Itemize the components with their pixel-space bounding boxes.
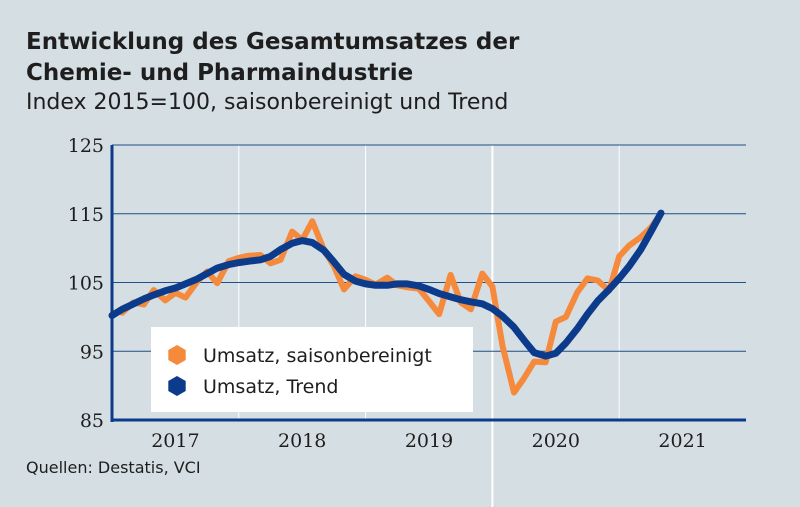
legend-box	[151, 327, 473, 412]
x-tick-label: 2017	[151, 430, 199, 452]
chart-title: Entwicklung des Gesamtumsatzes der Chemi…	[26, 27, 519, 89]
legend: Umsatz, saisonbereinigt Umsatz, Trend	[151, 327, 473, 412]
y-tick-label: 95	[80, 341, 104, 363]
y-tick-label: 115	[68, 204, 104, 226]
legend-label: Umsatz, Trend	[203, 376, 338, 398]
legend-marker-hexagon-icon	[168, 376, 186, 396]
x-tick-label: 2020	[532, 430, 580, 452]
legend-label: Umsatz, saisonbereinigt	[203, 345, 432, 367]
x-tick-label: 2019	[405, 430, 453, 452]
source-note: Quellen: Destatis, VCI	[26, 458, 201, 477]
chart-title-line1: Entwicklung des Gesamtumsatzes der	[26, 29, 520, 55]
series-line-umsatz-trend	[108, 209, 665, 360]
y-tick-label: 105	[68, 273, 104, 295]
x-tick-label: 2018	[278, 430, 326, 452]
chart-subtitle: Index 2015=100, saisonbereinigt und Tren…	[26, 90, 509, 115]
y-tick-label: 125	[68, 135, 104, 157]
legend-marker-hexagon-icon	[168, 345, 186, 365]
x-tick-label: 2021	[658, 430, 706, 452]
chart-title-line2: Chemie- und Pharmaindustrie	[26, 60, 414, 86]
y-tick-label: 85	[80, 410, 104, 432]
